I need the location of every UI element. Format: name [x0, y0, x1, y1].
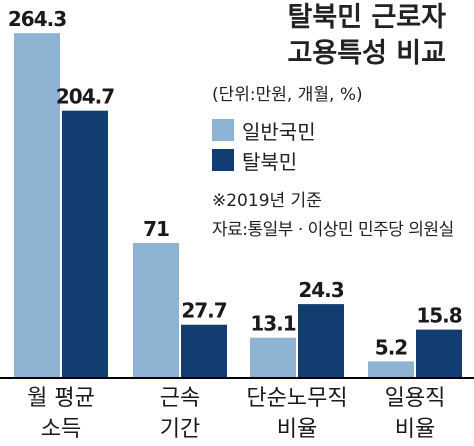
- source-note: 자료:통일부 · 이상민 민주당 의원실: [212, 220, 454, 240]
- legend-item-general: 일반국민: [212, 115, 316, 145]
- legend-label-general: 일반국민: [242, 119, 316, 144]
- bar-defector-1: [181, 324, 227, 377]
- bar-defector-0: [62, 110, 108, 377]
- bar-general-2: [250, 337, 296, 377]
- bar-defector-2: [298, 304, 344, 377]
- chart-title-line-1: 탈북민 근로자: [287, 2, 446, 33]
- category-label-2-0: 단순노무직: [246, 386, 347, 411]
- bar-defector-3: [416, 329, 462, 377]
- value-label-defector-0: 204.7: [56, 85, 114, 109]
- unit-note: (단위:만원, 개월, %): [212, 85, 363, 105]
- value-label-general-1: 71: [143, 217, 169, 241]
- legend: 일반국민 탈북민: [212, 115, 316, 175]
- year-note: ※2019년 기준: [212, 191, 322, 211]
- category-label-0-0: 월 평균: [27, 386, 95, 411]
- category-label-1-1: 기간: [160, 417, 200, 442]
- value-label-defector-2: 24.3: [298, 278, 343, 302]
- category-label-2-1: 비율: [277, 417, 317, 442]
- legend-swatch-defector: [212, 149, 234, 171]
- legend-swatch-general: [212, 119, 234, 141]
- legend-item-defector: 탈북민: [212, 145, 316, 175]
- value-label-defector-3: 15.8: [416, 304, 461, 328]
- bar-general-0: [14, 33, 60, 378]
- category-label-1-0: 근속: [160, 386, 200, 411]
- value-label-general-0: 264.3: [8, 7, 66, 31]
- value-label-general-2: 13.1: [250, 312, 295, 336]
- bar-general-1: [133, 243, 179, 377]
- category-label-3-0: 일용직: [385, 386, 446, 411]
- chart-title-line-2: 고용특성 비교: [287, 38, 446, 69]
- category-label-0-1: 소득: [41, 417, 81, 442]
- bar-general-3: [368, 361, 414, 377]
- chart-title: 탈북민 근로자 고용특성 비교: [288, 0, 446, 72]
- category-label-3-1: 비율: [395, 417, 435, 442]
- value-label-general-3: 5.2: [375, 335, 408, 359]
- value-label-defector-1: 27.7: [181, 299, 226, 323]
- legend-label-defector: 탈북민: [242, 149, 298, 174]
